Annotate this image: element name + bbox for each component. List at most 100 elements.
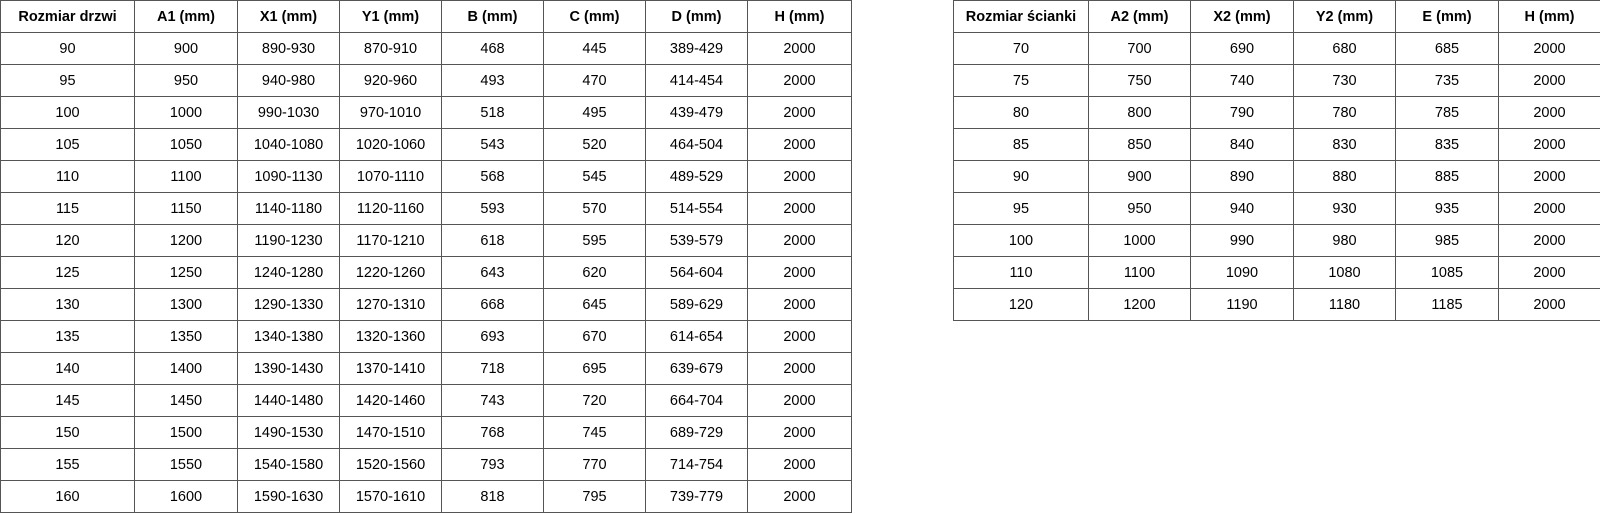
- table-cell: 1570-1610: [339, 480, 442, 513]
- table-row: 115 1150 1140-1180 1120-1160 593 570 514-554 20…: [0, 192, 852, 225]
- table-row: 120 1200 1190-1230 1170-1210 618 595 539-579 20…: [0, 224, 852, 257]
- table-cell: 543: [441, 128, 544, 161]
- column-header: Rozmiar ścianki: [953, 0, 1089, 33]
- table-cell: 1180: [1293, 288, 1396, 321]
- table-cell: 920-960: [339, 64, 442, 97]
- table-cell: 980: [1293, 224, 1396, 257]
- table-cell: 770: [543, 448, 646, 481]
- table-cell: 90: [953, 160, 1089, 193]
- column-header: H (mm): [1498, 0, 1600, 33]
- table-cell: 2000: [1498, 128, 1600, 161]
- table-row: 70 700 690 680 685 2000: [953, 32, 1600, 65]
- table-cell: 2000: [747, 288, 852, 321]
- table-cell: 1080: [1293, 256, 1396, 289]
- table-cell: 125: [0, 256, 135, 289]
- table-cell: 689-729: [645, 416, 748, 449]
- table-cell: 545: [543, 160, 646, 193]
- table-cell: 155: [0, 448, 135, 481]
- table-cell: 639-679: [645, 352, 748, 385]
- table-cell: 2000: [1498, 96, 1600, 129]
- table-cell: 1190: [1190, 288, 1294, 321]
- table-cell: 830: [1293, 128, 1396, 161]
- table-cell: 818: [441, 480, 544, 513]
- table-cell: 985: [1395, 224, 1499, 257]
- table-cell: 495: [543, 96, 646, 129]
- table-cell: 95: [953, 192, 1089, 225]
- table-cell: 2000: [1498, 192, 1600, 225]
- wall-size-table: Rozmiar ścianki A2 (mm) X2 (mm) Y2 (mm) E (m…: [953, 0, 1600, 321]
- table-cell: 1100: [1088, 256, 1191, 289]
- table-cell: 795: [543, 480, 646, 513]
- table-cell: 1470-1510: [339, 416, 442, 449]
- table-cell: 595: [543, 224, 646, 257]
- column-header: Y2 (mm): [1293, 0, 1396, 33]
- column-header: H (mm): [747, 0, 852, 33]
- table-cell: 150: [0, 416, 135, 449]
- table-cell: 468: [441, 32, 544, 65]
- table-cell: 1450: [134, 384, 238, 417]
- table-cell: 95: [0, 64, 135, 97]
- table-cell: 140: [0, 352, 135, 385]
- table-cell: 589-629: [645, 288, 748, 321]
- column-header: D (mm): [645, 0, 748, 33]
- table-cell: 2000: [747, 256, 852, 289]
- table-cell: 940-980: [237, 64, 340, 97]
- table-cell: 870-910: [339, 32, 442, 65]
- table-cell: 1090: [1190, 256, 1294, 289]
- header-row: Rozmiar drzwi A1 (mm) X1 (mm) Y1 (mm) B (mm)…: [0, 0, 852, 33]
- table-cell: 664-704: [645, 384, 748, 417]
- table-cell: 2000: [747, 416, 852, 449]
- table-cell: 970-1010: [339, 96, 442, 129]
- table-cell: 90: [0, 32, 135, 65]
- table-cell: 1190-1230: [237, 224, 340, 257]
- table-cell: 618: [441, 224, 544, 257]
- table-cell: 2000: [747, 320, 852, 353]
- table-cell: 739-779: [645, 480, 748, 513]
- table-cell: 718: [441, 352, 544, 385]
- table-cell: 1085: [1395, 256, 1499, 289]
- table-cell: 489-529: [645, 160, 748, 193]
- table-cell: 1000: [1088, 224, 1191, 257]
- table-cell: 2000: [747, 352, 852, 385]
- table-cell: 785: [1395, 96, 1499, 129]
- table-cell: 1200: [1088, 288, 1191, 321]
- table-cell: 680: [1293, 32, 1396, 65]
- table-cell: 1340-1380: [237, 320, 340, 353]
- table-cell: 539-579: [645, 224, 748, 257]
- table-cell: 890: [1190, 160, 1294, 193]
- table-row: 155 1550 1540-1580 1520-1560 793 770 714-754 20…: [0, 448, 852, 481]
- table-cell: 2000: [747, 448, 852, 481]
- table-cell: 120: [0, 224, 135, 257]
- table-cell: 714-754: [645, 448, 748, 481]
- table-cell: 2000: [747, 224, 852, 257]
- table-cell: 110: [953, 256, 1089, 289]
- table-cell: 470: [543, 64, 646, 97]
- table-cell: 730: [1293, 64, 1396, 97]
- table-cell: 135: [0, 320, 135, 353]
- table-cell: 2000: [1498, 32, 1600, 65]
- table-cell: 80: [953, 96, 1089, 129]
- table-cell: 1200: [134, 224, 238, 257]
- table-cell: 1000: [134, 96, 238, 129]
- table-cell: 740: [1190, 64, 1294, 97]
- table-row: 130 1300 1290-1330 1270-1310 668 645 589-629 20…: [0, 288, 852, 321]
- table-cell: 2000: [1498, 224, 1600, 257]
- table-cell: 2000: [747, 192, 852, 225]
- table-cell: 115: [0, 192, 135, 225]
- table-cell: 840: [1190, 128, 1294, 161]
- table-cell: 950: [1088, 192, 1191, 225]
- table-cell: 518: [441, 96, 544, 129]
- table-cell: 693: [441, 320, 544, 353]
- table-cell: 768: [441, 416, 544, 449]
- table-cell: 2000: [1498, 160, 1600, 193]
- table-cell: 990-1030: [237, 96, 340, 129]
- table-cell: 645: [543, 288, 646, 321]
- column-header: A1 (mm): [134, 0, 238, 33]
- table-cell: 720: [543, 384, 646, 417]
- table-cell: 643: [441, 256, 544, 289]
- column-header: Y1 (mm): [339, 0, 442, 33]
- table-row: 135 1350 1340-1380 1320-1360 693 670 614-654 20…: [0, 320, 852, 353]
- table-cell: 1185: [1395, 288, 1499, 321]
- table-cell: 1550: [134, 448, 238, 481]
- table-row: 160 1600 1590-1630 1570-1610 818 795 739-779 20…: [0, 480, 852, 513]
